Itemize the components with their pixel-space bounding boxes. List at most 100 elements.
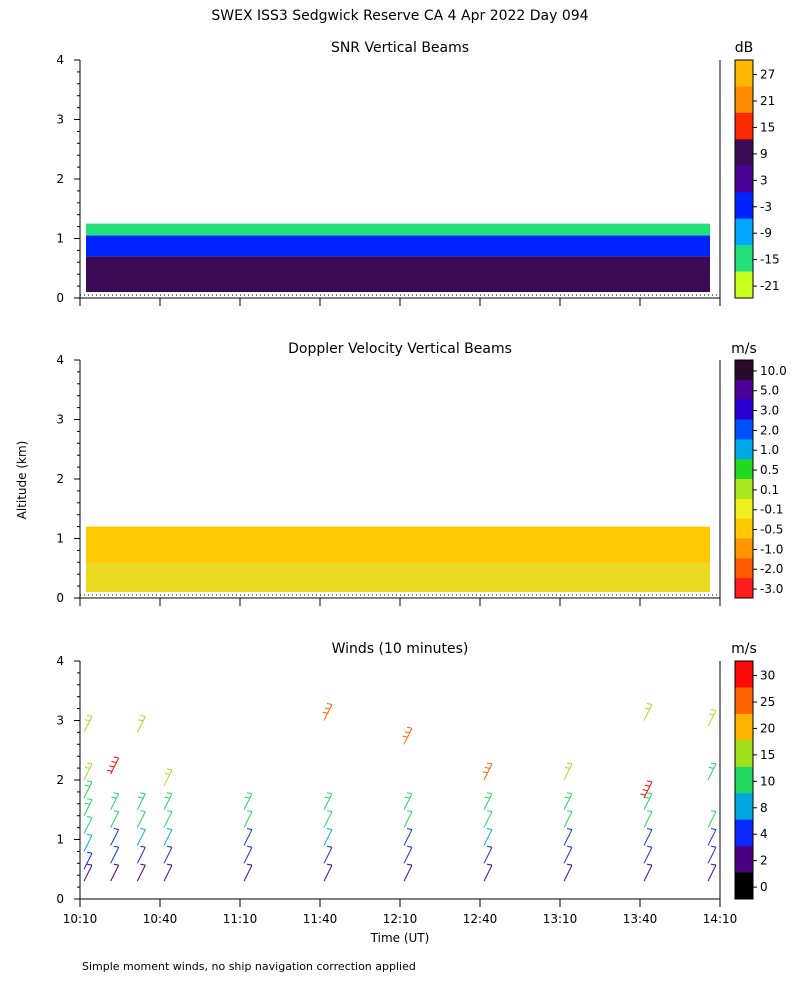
wind-barb-staff [707,829,717,846]
wind-barb-feather [106,769,113,772]
colorbar-swatch [735,439,753,460]
wind-barb-feather [244,796,250,799]
wind-barb-feather [113,810,119,813]
colorbar-swatch [735,479,753,500]
colorbar-swatch [735,819,753,847]
wind-barb-feather [644,796,650,799]
wind-barb-staff [483,811,493,828]
colorbar-swatch [735,518,753,539]
wind-barb-feather [646,703,653,705]
colorbar-swatch [735,112,753,140]
wind-barb-staff [323,864,333,882]
wind-barb-feather [640,793,646,796]
winds-unit-label: m/s [731,641,757,657]
y-axis-label: Altitude (km) [15,441,29,520]
wind-barb-feather [246,792,253,795]
colorbar-swatch [735,846,753,874]
colorbar-swatch [735,578,753,599]
colorbar-swatch [735,271,753,299]
wind-barb-staff [563,763,573,781]
wind-barb-feather [486,762,493,765]
wind-barb-staff [643,829,653,846]
colorbar-swatch [735,360,753,381]
colorbar-tick-label: 27 [760,68,775,82]
wind-barb-feather [710,762,717,765]
heatmap-layer-0 [86,256,710,293]
wind-barb-feather [404,731,410,734]
x-tick-label: 10:40 [143,912,178,926]
heatmap-layer-2 [86,223,710,236]
wind-barb-feather [166,863,173,866]
wind-barb-feather [322,711,328,714]
winds-panel-title: Winds (10 minutes) [332,641,469,657]
wind-barb-staff [163,864,173,882]
colorbar-swatch [735,419,753,440]
y-tick-label: 3 [56,113,64,127]
y-tick-label: 0 [56,291,64,305]
y-tick-label: 2 [56,472,64,486]
wind-barb-staff [707,864,717,882]
x-tick-label: 11:40 [303,912,338,926]
wind-barb-staff [483,864,493,882]
wind-barb-staff [403,811,413,828]
wind-barb-staff [136,811,146,828]
wind-barb-staff [163,829,173,846]
wind-barb-feather [326,827,333,830]
wind-barb-feather [86,833,93,836]
wind-barb-staff [563,811,573,828]
wind-barb-feather [164,796,170,799]
wind-barb-feather [113,756,119,759]
x-tick-label: 12:40 [463,912,498,926]
wind-barb-staff [483,847,493,864]
colorbar-tick-label: 2.0 [760,423,779,437]
wind-barb-staff [403,864,413,882]
wind-barb-feather [111,796,117,799]
wind-barb-feather [646,863,653,866]
colorbar-frame [734,359,754,599]
wind-barb-feather [484,766,490,769]
wind-barb-staff [136,829,146,846]
wind-barb-feather [166,792,173,795]
snr-unit-label: dB [735,40,754,56]
wind-barb-staff [643,811,653,828]
wind-barb-feather [140,810,146,813]
wind-barb-staff [707,710,717,727]
wind-barb-staff [243,864,253,882]
wind-barb-feather [710,845,717,848]
wind-barb-feather [113,827,119,830]
wind-barb-staff [163,793,173,810]
colorbar-tick-label: -15 [760,253,780,267]
wind-barb-feather [84,766,90,769]
wind-barb-feather [86,816,93,819]
wind-barb-staff [483,763,493,781]
wind-barb-staff [707,811,717,828]
colorbar-swatch [735,86,753,114]
wind-barb-staff [403,829,413,846]
colorbar-tick-label: 21 [760,94,775,108]
wind-barb-feather [140,714,146,717]
wind-barb-feather [246,863,253,866]
wind-barb-feather [644,707,650,710]
wind-barb-feather [86,714,93,717]
wind-barb-feather [486,810,493,813]
wind-barb-feather [644,784,650,787]
colorbar-swatch [735,498,753,520]
colorbar-swatch [735,687,753,715]
figure-title: SWEX ISS3 Sedgwick Reserve CA 4 Apr 2022… [211,8,588,24]
wind-barb-staff [323,704,333,721]
y-tick-label: 4 [56,654,64,668]
wind-barb-feather [484,796,490,799]
colorbar-tick-label: 3.0 [760,404,779,418]
wind-barb-feather [486,845,493,848]
x-tick-label: 13:10 [543,912,578,926]
wind-barb-staff [707,763,717,781]
wind-barb-feather [710,810,717,813]
wind-barb-feather [406,845,413,848]
wind-barb-feather [109,765,115,768]
wind-barb-feather [166,827,173,830]
wind-barb-feather [324,707,330,710]
wind-barb-feather [566,845,573,848]
y-tick-label: 1 [56,833,64,847]
wind-barb-staff [403,728,413,745]
